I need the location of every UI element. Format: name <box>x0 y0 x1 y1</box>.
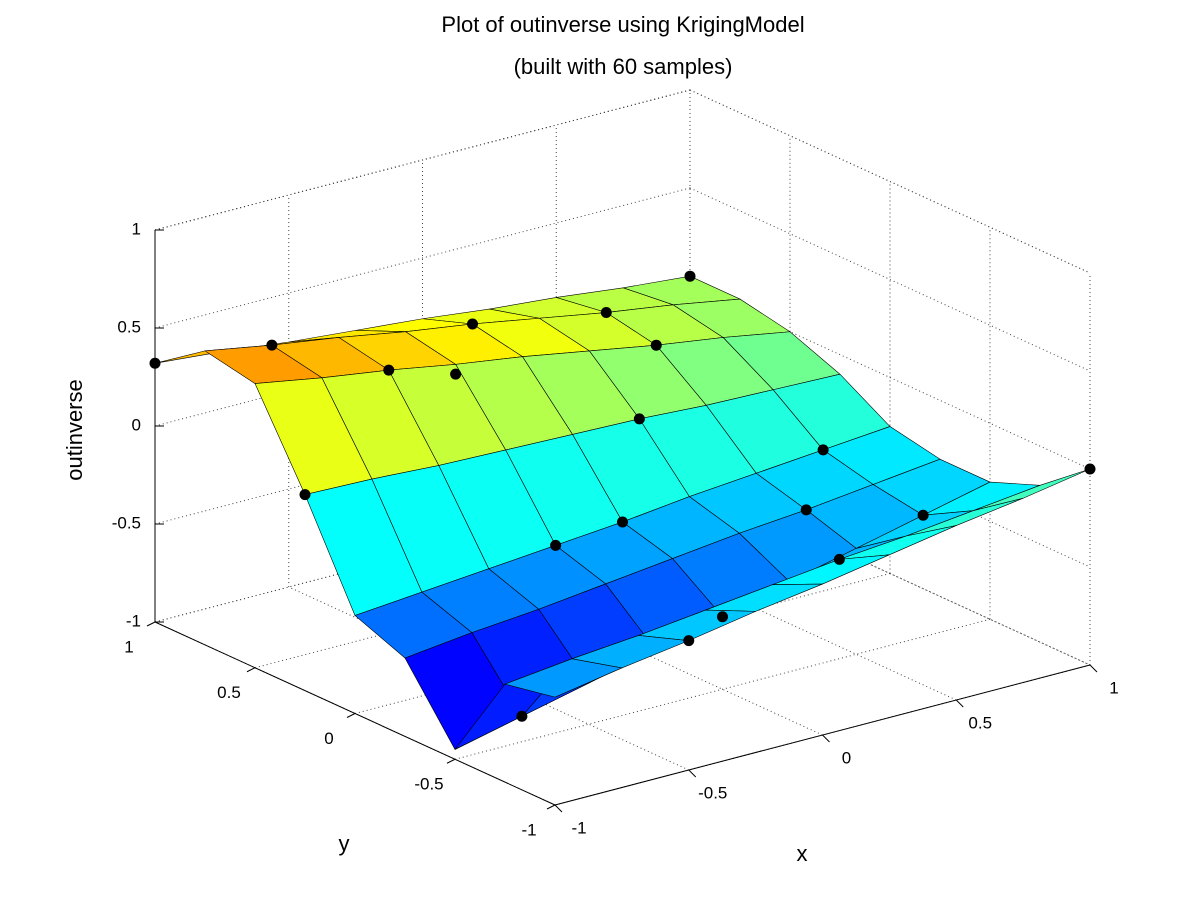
y-tick-label: 0 <box>324 729 333 748</box>
sample-point <box>383 364 395 376</box>
sample-point <box>1084 463 1096 475</box>
x-tick-label: 1 <box>1109 678 1118 697</box>
x-tick <box>822 734 830 743</box>
chart-subtitle: (built with 60 samples) <box>514 54 733 79</box>
y-tick-label: 1 <box>124 637 133 656</box>
y-tick-label: -0.5 <box>414 775 443 794</box>
grid-line <box>454 618 991 760</box>
y-tick <box>546 804 556 810</box>
x-tick <box>955 699 964 708</box>
x-axis-label: x <box>797 841 808 866</box>
y-tick <box>246 667 256 673</box>
sample-point <box>833 553 845 565</box>
sample-point <box>600 307 612 319</box>
sample-point <box>299 489 311 501</box>
sample-point <box>917 509 929 521</box>
z-axis-label: outinverse <box>62 379 87 481</box>
sample-point <box>650 339 662 351</box>
sample-point <box>800 504 812 516</box>
sample-point <box>149 357 161 369</box>
grid-line <box>154 89 691 231</box>
sample-point <box>633 413 645 425</box>
sample-point <box>516 710 528 722</box>
z-tick-label: 0.5 <box>117 317 141 336</box>
x-tick-label: 0 <box>842 748 851 767</box>
x-tick-label: 0.5 <box>968 713 992 732</box>
grid-line <box>154 187 691 329</box>
surface-patch <box>504 658 623 698</box>
y-tick-label: 0.5 <box>217 683 241 702</box>
sample-point <box>684 270 696 282</box>
chart-title: Plot of outinverse using KrigingModel <box>441 12 804 37</box>
y-axis-label: y <box>339 831 350 856</box>
y-tick <box>346 713 356 718</box>
z-tick-label: -0.5 <box>112 513 141 532</box>
x-tick <box>688 769 697 778</box>
sample-point <box>550 539 562 551</box>
x-tick <box>554 804 563 813</box>
sample-point <box>817 444 829 456</box>
z-tick-label: 0 <box>132 415 141 434</box>
x-tick <box>1089 664 1098 673</box>
y-tick <box>146 621 156 627</box>
y-tick <box>446 758 456 764</box>
sample-point <box>617 516 628 528</box>
z-tick-label: -1 <box>126 611 141 630</box>
sample-point <box>467 318 478 330</box>
z-tick-label: 1 <box>132 219 141 238</box>
sample-point <box>683 635 695 647</box>
sample-point <box>266 339 278 351</box>
sample-point <box>717 611 728 623</box>
x-tick-label: -1 <box>571 818 586 837</box>
sample-point <box>450 368 462 380</box>
y-tick-label: -1 <box>521 820 536 839</box>
x-tick-label: -0.5 <box>698 783 727 802</box>
